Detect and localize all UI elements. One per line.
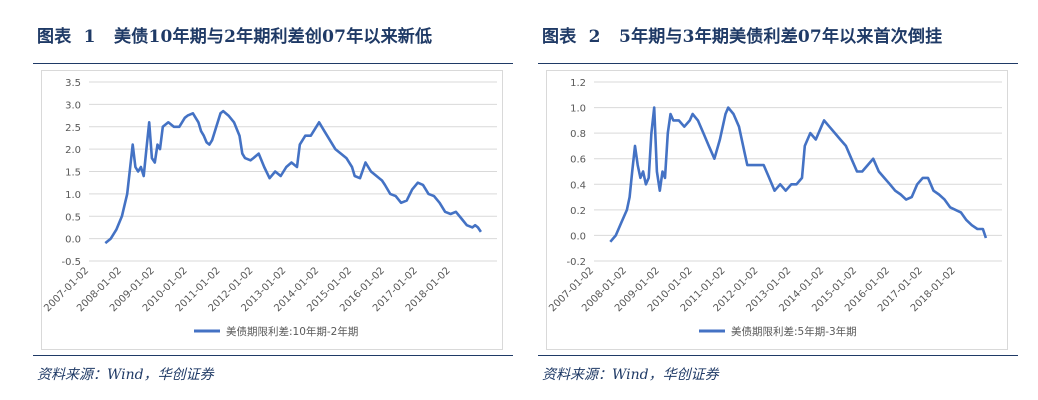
figure-2-bottom-rule (538, 355, 1018, 356)
chart-1: 3.53.02.52.01.51.00.50.0-0.52007-01-0220… (42, 78, 497, 338)
y-tick-label: 0.0 (570, 231, 586, 242)
y-tick-label: -0.5 (61, 257, 81, 268)
y-tick-label: 1.0 (65, 190, 81, 201)
y-tick-label: 0.6 (570, 155, 586, 166)
figure-2-number: 2 (588, 27, 601, 47)
figure-1-caption: 美债10年期与2年期利差创07年以来新低 (114, 27, 433, 47)
series-line (104, 109, 482, 245)
y-tick-label: 1.0 (570, 104, 586, 115)
figure-2-prefix: 图表 (542, 27, 577, 47)
figure-1-number: 1 (83, 27, 96, 47)
y-tick-label: 0.4 (570, 180, 586, 191)
figure-1-bottom-rule (33, 355, 513, 356)
chart-2: 1.21.00.80.60.40.20.0-0.22007-01-022008-… (547, 78, 1002, 338)
chart-1-frame: 3.5 3.0 2.5 2.0 1.5 1.0 0.5 0.0 -0.5 2007-01-02 20… (41, 70, 503, 350)
y-tick-label: 0.8 (570, 129, 586, 140)
y-tick-label: 3.5 (65, 78, 81, 89)
figure-1-top-rule (33, 63, 513, 64)
figure-2: 图表 2 5年期与3年期美债利差07年以来首次倒挂 1.2 1.0 0.8 0.6 0.… (538, 0, 1028, 400)
y-tick-label: 0.5 (65, 212, 81, 223)
y-tick-label: 2.0 (65, 145, 81, 156)
figure-1-prefix: 图表 (37, 27, 72, 47)
legend-label: 美债期限利差:10年期-2年期 (226, 325, 358, 338)
chart-2-frame: 1.2 1.0 0.8 0.6 0.4 0.2 0.0 -0.2 2007-01-02 2008-… (546, 70, 1008, 350)
y-tick-label: 3.0 (65, 100, 81, 111)
figure-1-source: 资料来源：Wind，华创证券 (37, 367, 214, 383)
y-tick-label: -0.2 (566, 257, 586, 268)
figure-1: 图表 1 美债10年期与2年期利差创07年以来新低 3.5 3.0 2.5 2.0 1.… (33, 0, 523, 400)
y-tick-label: 1.2 (570, 78, 586, 89)
figure-2-top-rule (538, 63, 1018, 64)
figure-2-source: 资料来源：Wind，华创证券 (542, 367, 719, 383)
y-tick-label: 0.2 (570, 206, 586, 217)
figure-2-title: 图表 2 5年期与3年期美债利差07年以来首次倒挂 (542, 22, 942, 47)
legend-label: 美债期限利差:5年期-3年期 (731, 325, 857, 338)
figure-1-title: 图表 1 美债10年期与2年期利差创07年以来新低 (37, 22, 432, 47)
figure-2-caption: 5年期与3年期美债利差07年以来首次倒挂 (619, 27, 943, 47)
y-tick-label: 0.0 (65, 235, 81, 246)
y-tick-label: 1.5 (65, 168, 81, 179)
y-tick-label: 2.5 (65, 123, 81, 134)
series-line (609, 106, 988, 243)
